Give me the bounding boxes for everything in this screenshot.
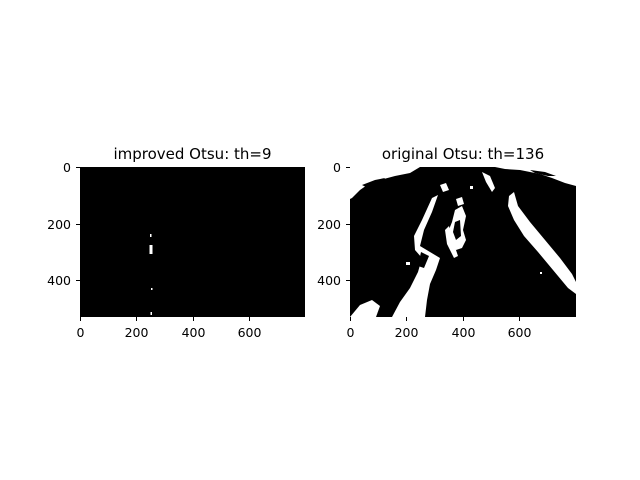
speck [150,234,152,237]
y-axis: 0 200 400 [317,160,350,288]
binary-image [80,167,305,317]
y-tick-label: 0 [333,160,341,175]
region-hole [362,178,385,188]
panel-improved-otsu: improved Otsu: th=9 0 200 400 600 [47,145,305,340]
region [508,192,576,294]
speck [149,245,153,254]
x-tick-label: 0 [347,325,355,340]
y-axis: 0 200 400 [47,160,80,288]
speck [151,288,153,290]
region [456,197,464,206]
region [406,262,410,265]
x-tick-label: 600 [508,325,532,340]
panel-title: original Otsu: th=136 [382,145,544,163]
region [440,183,449,192]
region-hole [453,220,461,240]
x-tick-label: 400 [452,325,476,340]
x-tick-label: 400 [182,325,206,340]
region [350,300,380,317]
y-tick-label: 0 [63,160,71,175]
x-tick-label: 600 [238,325,262,340]
y-tick-label: 400 [317,273,341,288]
x-tick-label: 200 [125,325,149,340]
x-tick-label: 200 [395,325,419,340]
region [495,167,576,186]
region-hole [418,252,429,268]
y-tick-label: 400 [47,273,71,288]
y-tick-label: 200 [47,217,71,232]
x-axis: 0 200 400 600 [77,317,262,340]
region [470,186,473,189]
region [540,272,542,274]
panel-original-otsu: original Otsu: th=136 [317,145,576,340]
foreground-regions [350,167,576,317]
region [445,226,458,258]
y-tick-label: 200 [317,217,341,232]
foreground-specks [149,234,153,315]
speck [150,312,152,315]
region [482,172,495,192]
x-tick-label: 0 [77,325,85,340]
panel-title: improved Otsu: th=9 [113,145,271,163]
region-hole [530,170,556,176]
region [350,167,420,199]
region [392,195,440,317]
x-axis: 0 200 400 600 [347,317,532,340]
